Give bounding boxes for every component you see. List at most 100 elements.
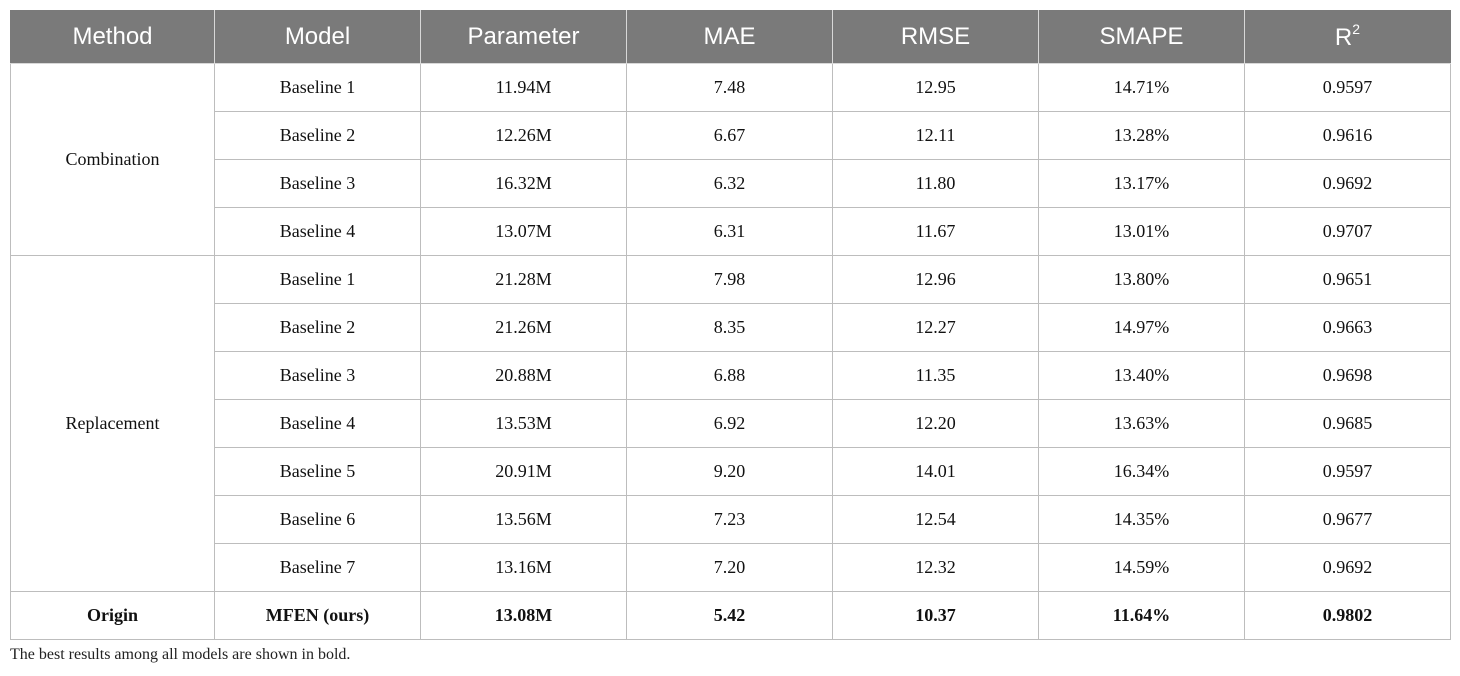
parameter-cell: 16.32M (420, 159, 627, 208)
table-row: Baseline 6 13.56M 7.23 12.54 14.35% 0.96… (11, 495, 1451, 544)
rmse-cell: 11.80 (832, 159, 1039, 208)
table-row: Replacement Baseline 1 21.28M 7.98 12.96… (10, 255, 1451, 592)
model-cell: Baseline 2 (214, 111, 421, 160)
parameter-cell: 21.26M (420, 303, 627, 352)
method-cell-replacement: Replacement (10, 255, 215, 592)
method-cell-combination: Combination (10, 63, 215, 256)
header-r2-superscript: 2 (1352, 20, 1361, 37)
table-row: Baseline 4 13.53M 6.92 12.20 13.63% 0.96… (11, 399, 1451, 448)
parameter-cell: 13.16M (420, 543, 627, 592)
r2-cell: 0.9597 (1244, 447, 1451, 496)
model-cell: Baseline 2 (214, 303, 421, 352)
header-parameter: Parameter (420, 10, 627, 64)
table-row: Baseline 5 20.91M 9.20 14.01 16.34% 0.95… (11, 447, 1451, 496)
rmse-cell: 11.67 (832, 207, 1039, 256)
rmse-cell: 12.20 (832, 399, 1039, 448)
mae-cell: 7.98 (626, 255, 833, 304)
r2-cell: 0.9692 (1244, 543, 1451, 592)
table-row: Baseline 2 12.26M 6.67 12.11 13.28% 0.96… (11, 111, 1451, 160)
model-cell: MFEN (ours) (214, 591, 421, 640)
parameter-cell: 13.56M (420, 495, 627, 544)
header-r2-base: R (1334, 23, 1353, 51)
parameter-cell: 13.53M (420, 399, 627, 448)
model-cell: Baseline 3 (214, 351, 421, 400)
rmse-cell: 10.37 (832, 591, 1039, 640)
mae-cell: 7.48 (626, 63, 833, 112)
model-cell: Baseline 7 (214, 543, 421, 592)
mae-cell: 6.32 (626, 159, 833, 208)
model-cell: Baseline 3 (214, 159, 421, 208)
mae-cell: 6.92 (626, 399, 833, 448)
smape-cell: 13.63% (1038, 399, 1245, 448)
results-table-container: Method Model Parameter MAE RMSE SMAPE R2… (10, 10, 1451, 640)
method-cell-origin: Origin (10, 591, 215, 640)
r2-cell: 0.9692 (1244, 159, 1451, 208)
rmse-cell: 12.32 (832, 543, 1039, 592)
rmse-cell: 12.95 (832, 63, 1039, 112)
mae-cell: 6.67 (626, 111, 833, 160)
table-row: Baseline 3 20.88M 6.88 11.35 13.40% 0.96… (11, 351, 1451, 400)
smape-cell: 13.80% (1038, 255, 1245, 304)
smape-cell: 16.34% (1038, 447, 1245, 496)
r2-cell: 0.9597 (1244, 63, 1451, 112)
parameter-cell: 20.88M (420, 351, 627, 400)
r2-cell: 0.9707 (1244, 207, 1451, 256)
table-row-best: Origin MFEN (ours) 13.08M 5.42 10.37 11.… (10, 591, 1451, 640)
table-header-row: Method Model Parameter MAE RMSE SMAPE R2 (10, 10, 1451, 64)
r2-cell: 0.9698 (1244, 351, 1451, 400)
header-smape: SMAPE (1038, 10, 1245, 64)
model-cell: Baseline 1 (214, 63, 421, 112)
mae-cell: 7.23 (626, 495, 833, 544)
rmse-cell: 12.11 (832, 111, 1039, 160)
r2-cell: 0.9651 (1244, 255, 1451, 304)
r2-cell: 0.9685 (1244, 399, 1451, 448)
mae-cell: 9.20 (626, 447, 833, 496)
table-row: Baseline 2 21.26M 8.35 12.27 14.97% 0.96… (11, 303, 1451, 352)
r2-cell: 0.9663 (1244, 303, 1451, 352)
r2-cell: 0.9802 (1244, 591, 1451, 640)
mae-cell: 6.31 (626, 207, 833, 256)
smape-cell: 13.40% (1038, 351, 1245, 400)
r2-cell: 0.9677 (1244, 495, 1451, 544)
table-row: Baseline 3 16.32M 6.32 11.80 13.17% 0.96… (11, 159, 1451, 208)
parameter-cell: 21.28M (420, 255, 627, 304)
parameter-cell: 20.91M (420, 447, 627, 496)
smape-cell: 14.35% (1038, 495, 1245, 544)
rmse-cell: 11.35 (832, 351, 1039, 400)
smape-cell: 13.01% (1038, 207, 1245, 256)
smape-cell: 13.17% (1038, 159, 1245, 208)
rmse-cell: 12.27 (832, 303, 1039, 352)
smape-cell: 13.28% (1038, 111, 1245, 160)
results-table: Method Model Parameter MAE RMSE SMAPE R2… (10, 10, 1451, 640)
table-row: Combination Baseline 1 11.94M 7.48 12.95… (10, 63, 1451, 256)
rmse-cell: 12.96 (832, 255, 1039, 304)
header-method: Method (10, 10, 215, 64)
mae-cell: 7.20 (626, 543, 833, 592)
smape-cell: 14.71% (1038, 63, 1245, 112)
mae-cell: 8.35 (626, 303, 833, 352)
smape-cell: 11.64% (1038, 591, 1245, 640)
smape-cell: 14.59% (1038, 543, 1245, 592)
mae-cell: 5.42 (626, 591, 833, 640)
smape-cell: 14.97% (1038, 303, 1245, 352)
model-cell: Baseline 6 (214, 495, 421, 544)
parameter-cell: 13.08M (420, 591, 627, 640)
model-cell: Baseline 1 (214, 255, 421, 304)
mae-cell: 6.88 (626, 351, 833, 400)
parameter-cell: 13.07M (420, 207, 627, 256)
r2-cell: 0.9616 (1244, 111, 1451, 160)
model-cell: Baseline 4 (214, 207, 421, 256)
table-footnote: The best results among all models are sh… (10, 646, 351, 663)
header-model: Model (214, 10, 421, 64)
header-mae: MAE (626, 10, 833, 64)
model-cell: Baseline 4 (214, 399, 421, 448)
parameter-cell: 11.94M (420, 63, 627, 112)
header-rmse: RMSE (832, 10, 1039, 64)
rmse-cell: 12.54 (832, 495, 1039, 544)
rmse-cell: 14.01 (832, 447, 1039, 496)
table-row: Baseline 4 13.07M 6.31 11.67 13.01% 0.97… (11, 207, 1451, 256)
parameter-cell: 12.26M (420, 111, 627, 160)
model-cell: Baseline 5 (214, 447, 421, 496)
table-row: Baseline 7 13.16M 7.20 12.32 14.59% 0.96… (11, 543, 1451, 592)
header-r2: R2 (1244, 10, 1451, 64)
